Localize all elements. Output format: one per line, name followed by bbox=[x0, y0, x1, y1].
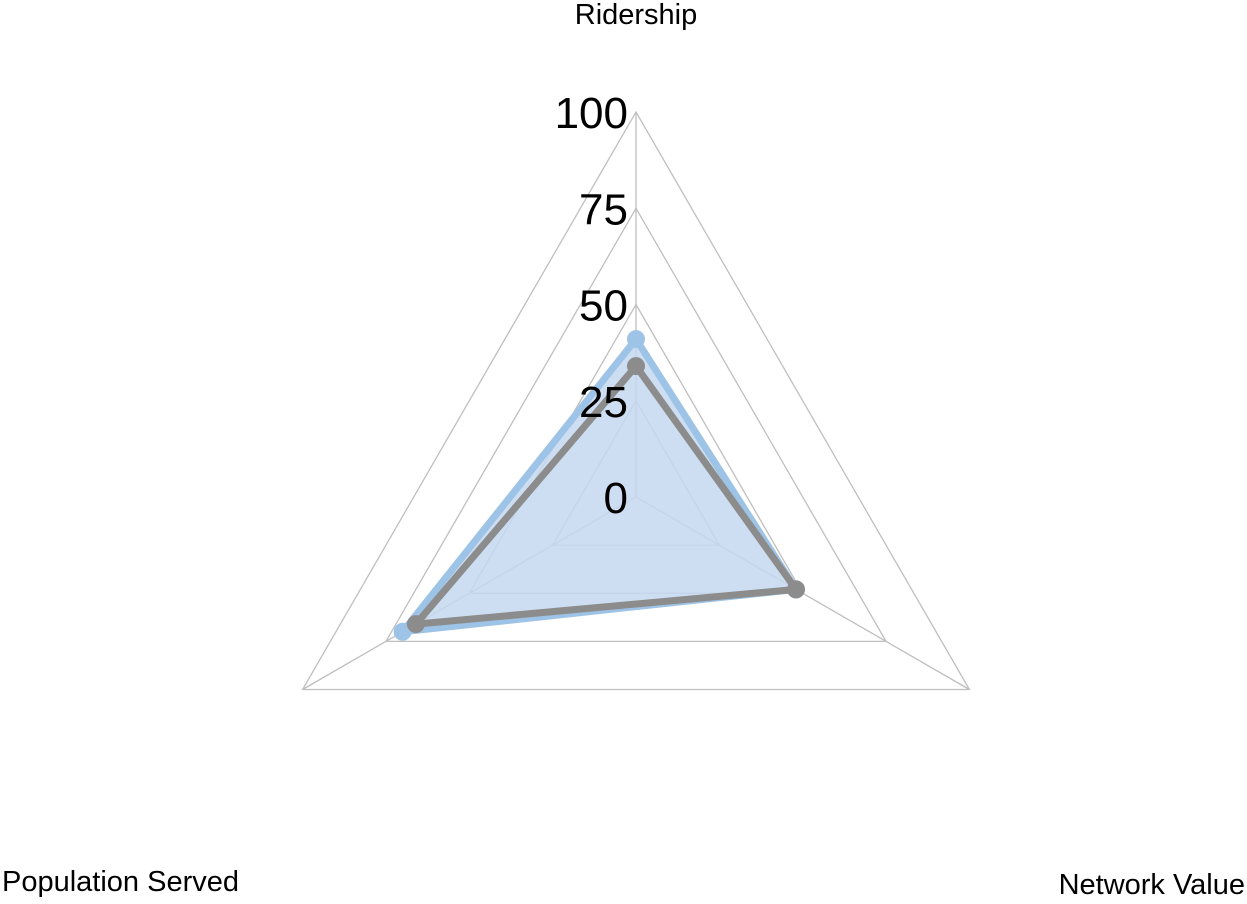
tick-label-75: 75 bbox=[579, 185, 628, 234]
tick-label-25: 25 bbox=[579, 378, 628, 427]
axis-label-network-value: Network Value bbox=[1059, 869, 1245, 899]
axis-label-ridership: Ridership bbox=[575, 0, 698, 31]
series-1-point-ridership bbox=[627, 330, 645, 348]
tick-label-100: 100 bbox=[555, 89, 628, 138]
tick-label-0: 0 bbox=[604, 474, 628, 523]
tick-label-50: 50 bbox=[579, 282, 628, 331]
series-2-point-network-value bbox=[787, 580, 805, 598]
axis-label-population-served: Population Served bbox=[2, 866, 239, 898]
series-2-point-population-served bbox=[407, 615, 425, 633]
radar-series bbox=[394, 330, 805, 641]
series-2-point-ridership bbox=[627, 357, 645, 375]
